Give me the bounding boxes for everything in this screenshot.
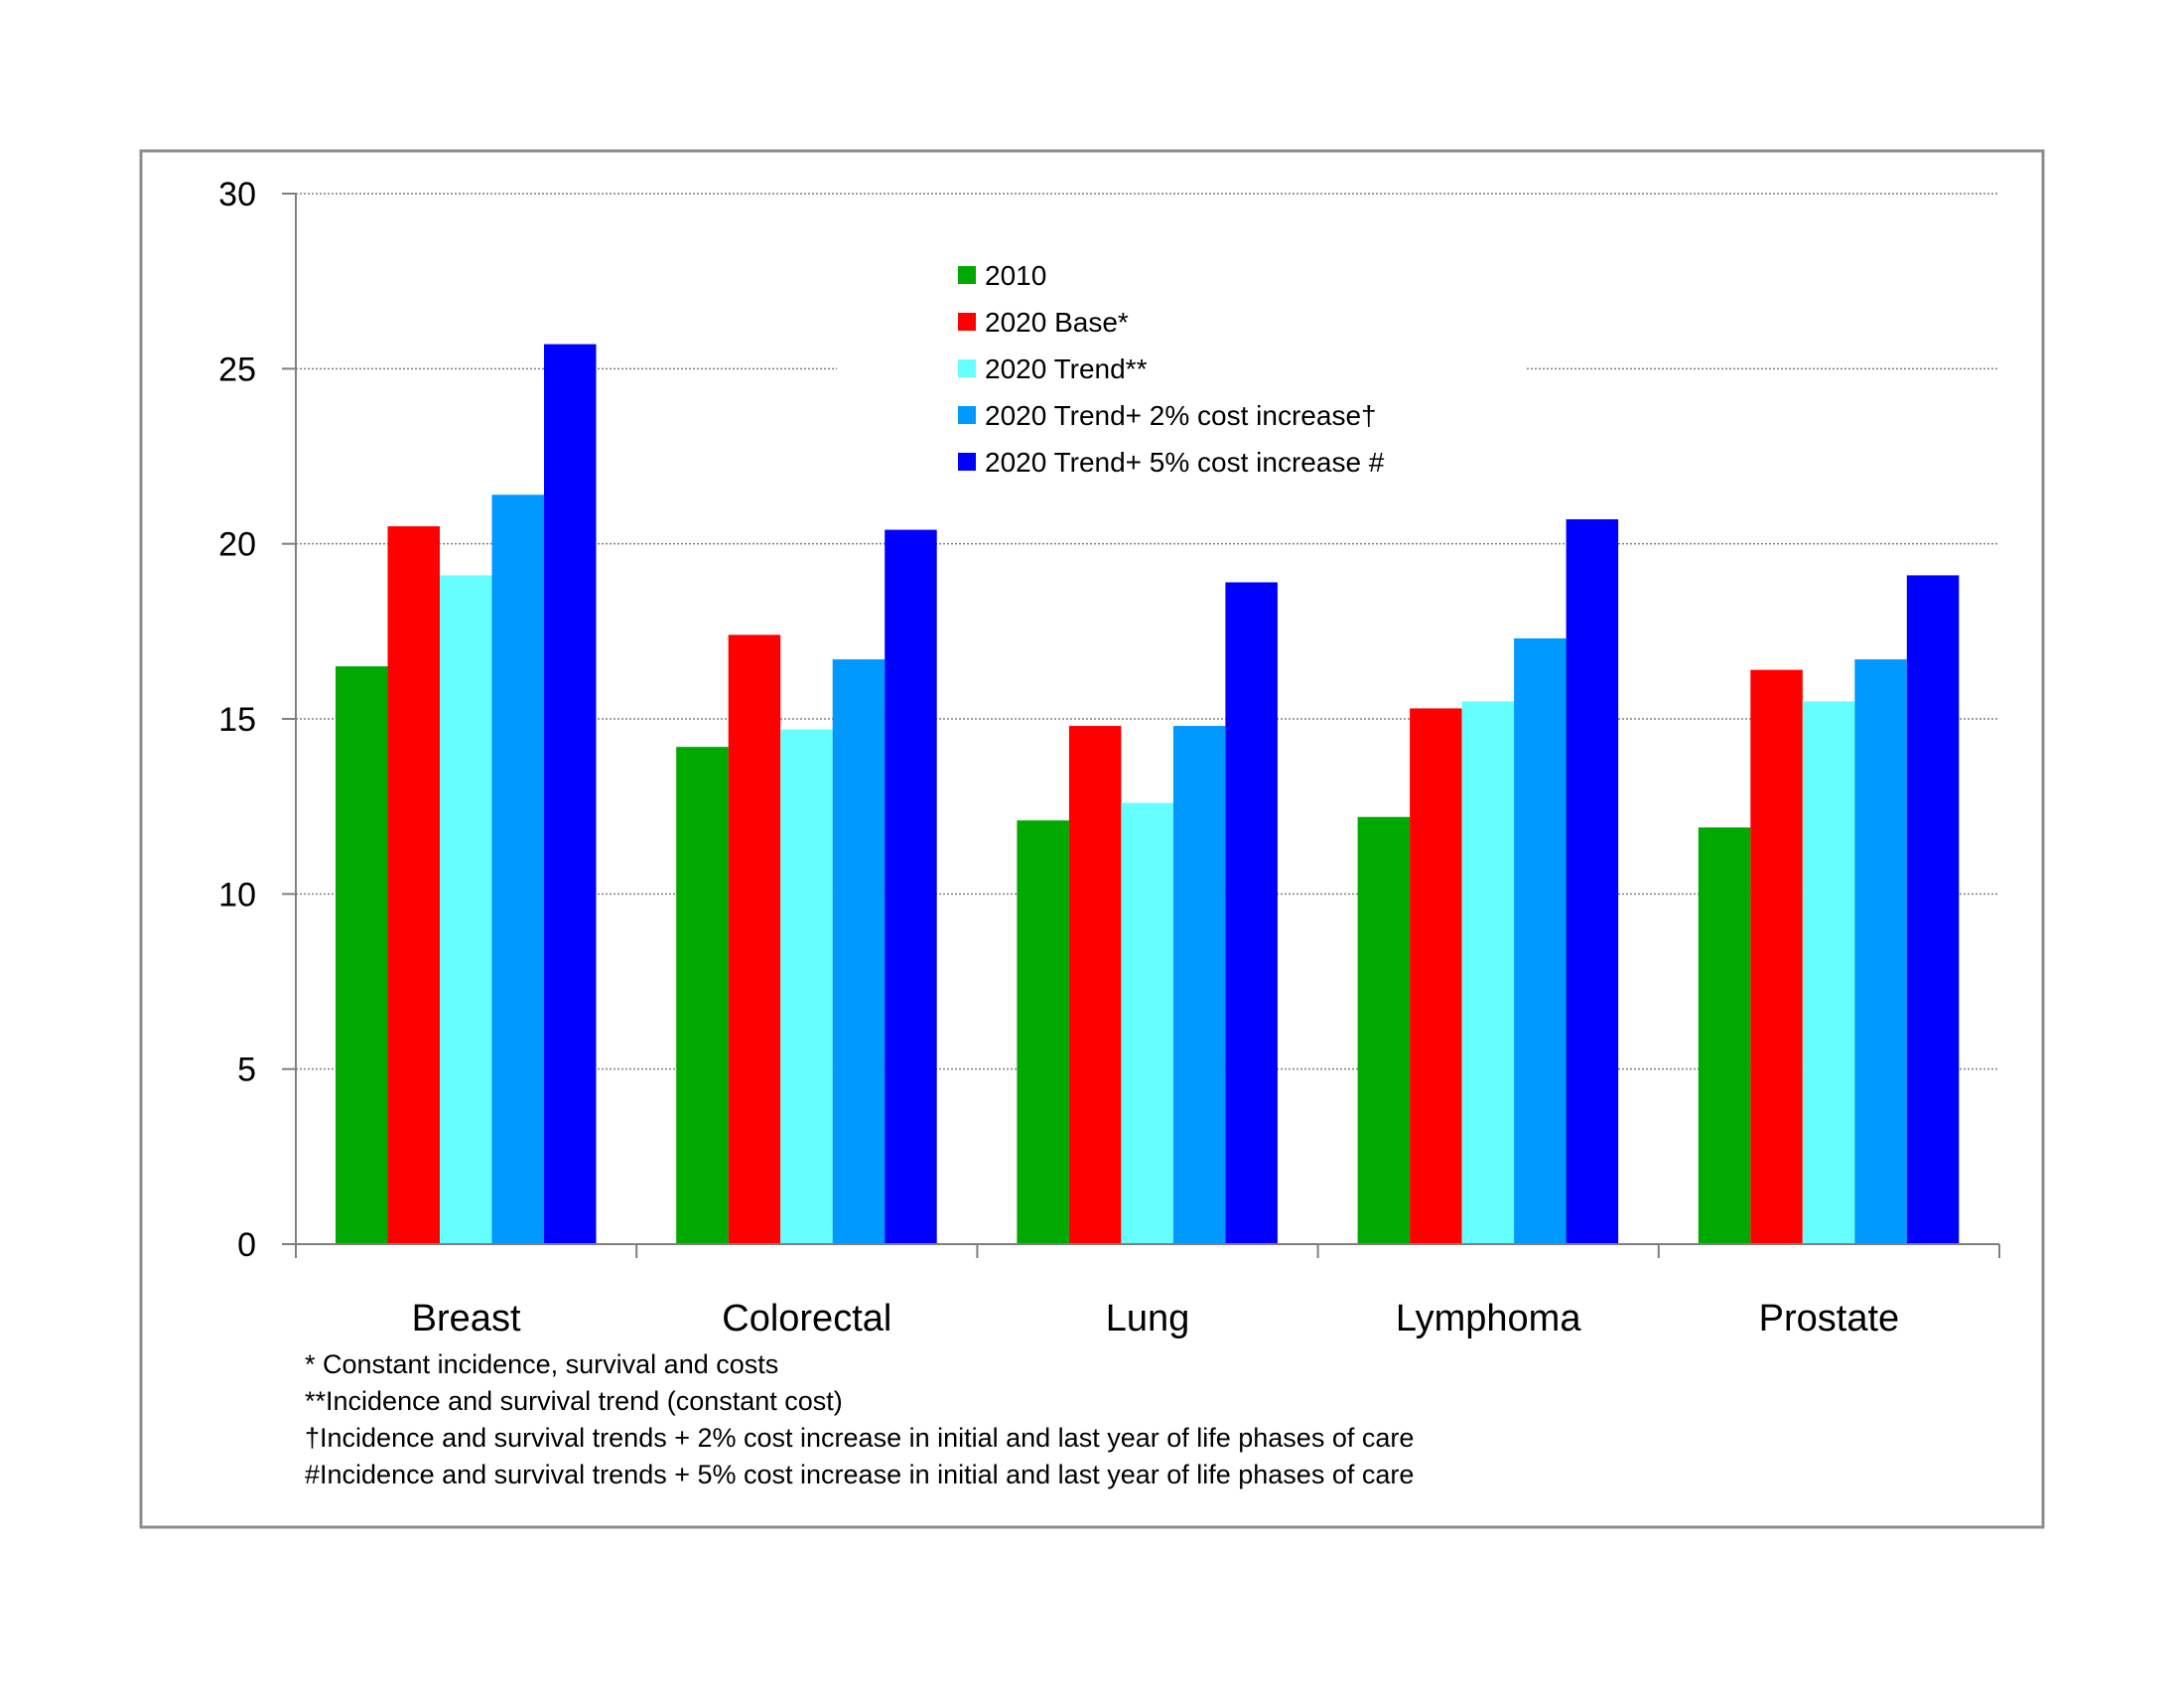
legend-label: 2020 Trend+ 2% cost increase† — [985, 400, 1377, 431]
y-tick-label: 5 — [237, 1052, 256, 1089]
legend-swatch — [958, 266, 976, 284]
footnote: #Incidence and survival trends + 5% cost… — [305, 1460, 1414, 1489]
y-tick-label: 20 — [218, 526, 256, 564]
x-category-label: Colorectal — [722, 1298, 891, 1339]
bar-breast-series-4 — [491, 494, 544, 1244]
bar-lung-series-4 — [1172, 726, 1226, 1244]
x-category-label: Lymphoma — [1396, 1298, 1581, 1339]
bar-prostate-series-4 — [1854, 659, 1907, 1244]
bar-prostate-series-3 — [1802, 701, 1855, 1244]
y-tick-label: 30 — [218, 176, 256, 213]
footnote: †Incidence and survival trends + 2% cost… — [305, 1423, 1414, 1453]
bar-lung-series-2 — [1068, 726, 1122, 1244]
bar-breast-series-2 — [387, 526, 440, 1244]
legend-swatch — [958, 359, 976, 377]
x-category-label: Breast — [412, 1298, 521, 1339]
legend-label: 2020 Trend** — [985, 353, 1148, 384]
bar-colorectal-series-1 — [676, 747, 729, 1244]
bar-lymphoma-series-4 — [1514, 637, 1567, 1244]
bar-lymphoma-series-5 — [1566, 518, 1619, 1244]
bar-lymphoma-series-2 — [1410, 708, 1462, 1244]
legend: 2010 2020 Base* 2020 Trend** 2020 Trend+ 2%… — [958, 260, 1385, 478]
legend-swatch — [958, 406, 976, 424]
bar-colorectal-series-4 — [832, 659, 886, 1244]
bar-lung-series-1 — [1017, 820, 1069, 1244]
y-tick-label: 0 — [237, 1226, 256, 1264]
bar-colorectal-series-3 — [780, 729, 833, 1244]
bar-colorectal-series-2 — [728, 634, 781, 1244]
bar-lung-series-5 — [1225, 582, 1278, 1244]
footnotes: * Constant incidence, survival and costs… — [305, 1349, 1414, 1489]
bar-prostate-series-5 — [1906, 575, 1960, 1244]
x-category-label: Lung — [1106, 1298, 1190, 1339]
bar-lymphoma-series-3 — [1461, 701, 1515, 1244]
legend-label: 2020 Trend+ 5% cost increase # — [985, 447, 1385, 478]
footnote: **Incidence and survival trend (constant… — [305, 1386, 843, 1416]
bars — [336, 344, 1960, 1244]
axes: 0 5 10 15 20 25 30 Breast Colorectal Lung Lymphoma… — [218, 176, 2000, 1339]
bar-breast-series-3 — [440, 575, 492, 1244]
bar-prostate-series-1 — [1698, 827, 1751, 1244]
bar-prostate-series-2 — [1750, 669, 1803, 1244]
bar-lymphoma-series-1 — [1357, 816, 1411, 1244]
legend-label: 2010 — [985, 260, 1046, 291]
bar-breast-series-5 — [544, 344, 597, 1244]
bar-lung-series-3 — [1121, 802, 1173, 1244]
footnote: * Constant incidence, survival and costs — [305, 1349, 778, 1379]
bar-colorectal-series-5 — [885, 529, 937, 1244]
x-category-label: Prostate — [1759, 1298, 1900, 1339]
legend-swatch — [958, 453, 976, 471]
legend-label: 2020 Base* — [985, 307, 1129, 338]
y-tick-label: 25 — [218, 351, 256, 388]
y-tick-label: 15 — [218, 701, 256, 739]
bar-breast-series-1 — [336, 666, 388, 1244]
legend-swatch — [958, 313, 976, 331]
y-tick-label: 10 — [218, 876, 256, 914]
